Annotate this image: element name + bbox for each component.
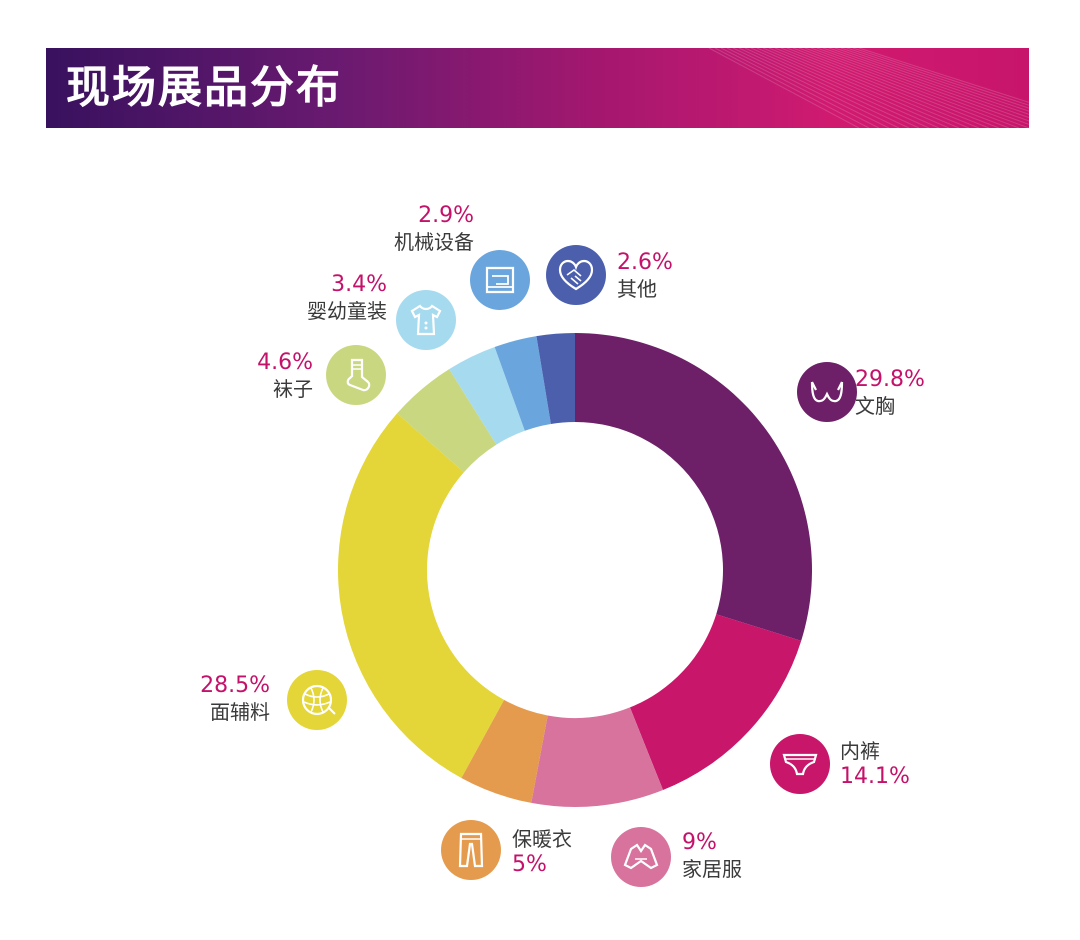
slice-0 <box>575 333 812 641</box>
slice-value: 29.8% <box>855 367 925 392</box>
loungewear-icon <box>611 827 671 887</box>
slice-category: 家居服 <box>682 857 742 881</box>
slice-category: 文胸 <box>855 394 895 418</box>
slice-1 <box>629 614 802 791</box>
slice-category: 内裤 <box>840 739 880 763</box>
thermal-pants-icon <box>441 820 501 880</box>
slice-label-2: 9% 家居服 <box>682 830 742 882</box>
slice-label-4: 28.5% 面辅料 <box>200 673 270 725</box>
title-banner: 现场展品分布 <box>46 48 1029 128</box>
slice-label-5: 4.6% 袜子 <box>257 350 313 402</box>
slice-category: 婴幼童装 <box>307 299 387 323</box>
slice-2 <box>531 707 664 807</box>
underwear-icon <box>770 734 830 794</box>
slice-4 <box>337 413 505 778</box>
handshake-heart-icon <box>546 245 606 305</box>
slice-7 <box>494 336 551 431</box>
slice-label-8: 2.6% 其他 <box>617 250 673 302</box>
slice-value: 2.9% <box>418 203 474 228</box>
slice-5 <box>397 369 497 473</box>
slice-8 <box>536 333 575 424</box>
slice-category: 袜子 <box>273 377 313 401</box>
slice-value: 28.5% <box>200 673 270 698</box>
slice-label-7: 2.9% 机械设备 <box>394 203 474 255</box>
banner-decoration <box>708 48 1029 128</box>
slice-value: 3.4% <box>331 272 387 297</box>
slice-value: 5% <box>512 852 547 877</box>
slice-label-6: 3.4% 婴幼童装 <box>307 272 387 324</box>
slice-label-0: 29.8% 文胸 <box>855 367 925 419</box>
slice-3 <box>461 699 548 803</box>
sock-icon <box>326 345 386 405</box>
slice-category: 面辅料 <box>210 700 270 724</box>
sewing-machine-icon <box>470 250 530 310</box>
bra-icon <box>797 362 857 422</box>
slice-value: 14.1% <box>840 764 910 789</box>
slice-value: 2.6% <box>617 250 673 275</box>
slice-category: 其他 <box>617 277 657 301</box>
slice-value: 4.6% <box>257 350 313 375</box>
slice-6 <box>449 347 525 445</box>
slice-category: 机械设备 <box>394 230 474 254</box>
baby-clothes-icon <box>396 290 456 350</box>
slice-group <box>337 333 812 807</box>
yarn-ball-icon <box>287 670 347 730</box>
slice-label-3: 保暖衣 5% <box>512 826 572 878</box>
page-title: 现场展品分布 <box>66 62 342 113</box>
slice-label-1: 内裤 14.1% <box>840 738 910 790</box>
icon-group <box>287 245 857 887</box>
slice-category: 保暖衣 <box>512 827 572 851</box>
slice-value: 9% <box>682 830 717 855</box>
